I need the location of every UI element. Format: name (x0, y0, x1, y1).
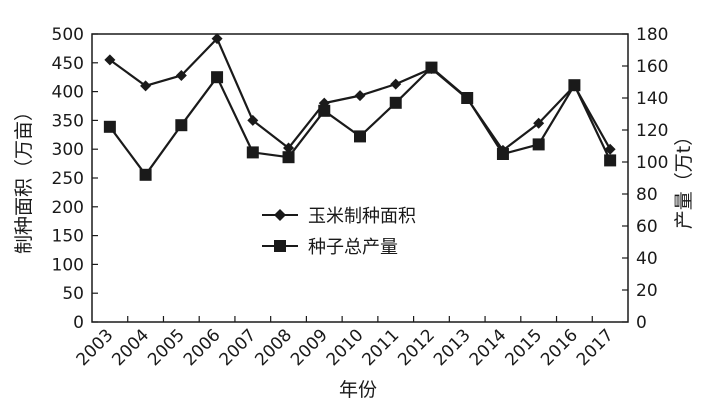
series-2-point (139, 168, 152, 181)
series-1-point (247, 114, 259, 126)
x-tick-label: 2017 (573, 325, 618, 370)
y-left-tick-label: 300 (52, 140, 84, 160)
series-1-point (604, 143, 616, 155)
y-axis-left-title: 制种面积（万亩） (13, 102, 35, 254)
legend: 玉米制种面积 种子总产量 (262, 206, 416, 258)
x-tick-label: 2005 (144, 325, 189, 370)
series-2-point (318, 104, 331, 117)
x-tick-label: 2009 (287, 325, 332, 370)
y-right-tick-label: 20 (636, 281, 658, 301)
y-left-tick-label: 350 (52, 111, 84, 131)
x-tick-label: 2016 (537, 325, 582, 370)
series-2-point (103, 120, 116, 133)
y-left-tick-label: 100 (52, 255, 84, 275)
series-1-point (140, 80, 152, 92)
y-left-tick-label: 250 (52, 169, 84, 189)
x-tick-label: 2010 (323, 325, 368, 370)
y-right-tick-label: 100 (636, 153, 668, 173)
series-1-point (390, 78, 402, 90)
x-tick-label: 2013 (430, 325, 475, 370)
series-2-point (211, 71, 224, 84)
x-axis-title: 年份 (339, 379, 377, 401)
y-right-tick-label: 0 (636, 313, 647, 333)
series-2-point (496, 148, 509, 160)
series-2-point (461, 92, 474, 104)
y-right-tick-label: 180 (636, 25, 668, 45)
series-2-point (246, 146, 259, 159)
series-1-point (533, 117, 545, 129)
y-left-tick-label: 150 (52, 227, 84, 247)
legend-marker-square (274, 240, 286, 252)
series-2-point (532, 138, 545, 151)
series-2-point (282, 151, 295, 164)
y-right-tick-label: 40 (636, 249, 658, 269)
y-left-tick-label: 200 (52, 198, 84, 218)
series-1-point (211, 33, 223, 45)
series-1-point (283, 142, 295, 154)
legend-label-series-1: 玉米制种面积 (308, 206, 416, 227)
x-tick-label: 2012 (394, 325, 439, 370)
series-2-point (568, 79, 581, 92)
series-1-point (175, 69, 187, 81)
legend-marker-diamond (274, 209, 286, 221)
x-tick-label: 2011 (359, 325, 404, 370)
x-tick-label: 2015 (501, 325, 546, 370)
y-axis-right-title: 产量（万t） (673, 127, 695, 229)
x-tick-label: 2004 (108, 325, 153, 370)
y-left-tick-label: 500 (52, 25, 84, 45)
x-tick-label: 2008 (251, 325, 296, 370)
y-right-tick-label: 120 (636, 121, 668, 141)
y-right-tick-label: 140 (636, 89, 668, 109)
legend-label-series-2: 种子总产量 (308, 237, 398, 258)
y-right-tick-label: 160 (636, 57, 668, 77)
y-left-tick-label: 450 (52, 54, 84, 74)
y-left-tick-label: 50 (62, 284, 84, 304)
y-right-tick-label: 60 (636, 217, 658, 237)
x-tick-label: 2014 (466, 325, 511, 370)
series-2-point (425, 61, 438, 74)
series-2-point (604, 154, 617, 167)
series-1-point (104, 54, 116, 66)
x-tick-label: 2007 (216, 325, 261, 370)
series-2-point (389, 96, 402, 109)
y-left-tick-label: 0 (73, 313, 84, 333)
series-1-point (354, 90, 366, 102)
y-right-tick-label: 80 (636, 185, 658, 205)
y-left-tick-label: 400 (52, 83, 84, 103)
series-2-point (175, 119, 188, 132)
x-tick-label: 2006 (180, 325, 225, 370)
series-2-point (354, 130, 366, 143)
